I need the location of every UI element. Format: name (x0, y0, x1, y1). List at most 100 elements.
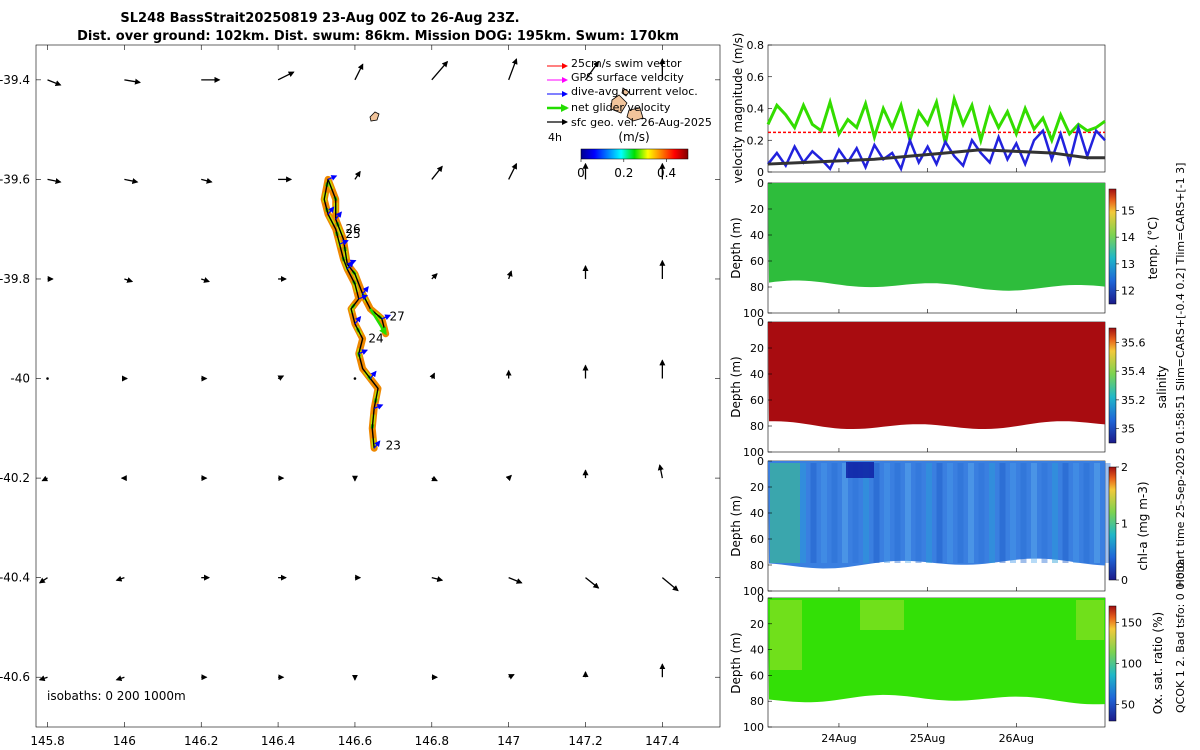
surface-vector (431, 165, 443, 180)
temperature-colorbar-ticks: 12 13 14 15 (1116, 204, 1135, 298)
surface-vector (508, 674, 515, 680)
depth-tick-label: 100 (743, 446, 764, 459)
surface-vector (124, 178, 139, 184)
map-xtick-label: 146.2 (184, 734, 218, 748)
oxygen-colorbar-ticks: 50 100 150 (1116, 616, 1142, 712)
salinity-colorbar (1108, 327, 1117, 444)
chlorophyll-panel: 0 20 40 60 80 100 Depth (m) 0 1 2 chl-a (mg m-3… (729, 455, 1150, 598)
day-label: 26 (345, 222, 360, 236)
oxygen-panel: 0 20 40 60 80 100 Depth (m) 50 100 150 Ox. sat.… (729, 592, 1165, 734)
chlorophyll-depth-label: Depth (m) (729, 495, 743, 556)
cbar-tick-label: 50 (1121, 699, 1135, 712)
chl-band (1094, 463, 1100, 563)
surface-vector (115, 675, 125, 682)
chl-band (957, 463, 964, 563)
speed-colorbar (580, 148, 689, 160)
chl-band (1020, 463, 1027, 563)
chl-band (947, 463, 953, 563)
depth-tick-label: 100 (743, 585, 764, 598)
cbar-tick-label: 1 (1121, 518, 1128, 531)
depth-tick-label: 40 (750, 368, 764, 381)
depth-tick-label: 0 (757, 592, 764, 605)
dive-avg-vector (369, 370, 377, 379)
dive-avg-vector (335, 211, 342, 220)
chl-band (1041, 463, 1048, 563)
chl-band (852, 463, 859, 563)
depth-tick-label: 0 (757, 316, 764, 329)
day-label: 23 (386, 439, 401, 453)
chl-band (999, 463, 1006, 563)
cbar-tick-label: 0 (1121, 574, 1128, 587)
surface-vector (38, 675, 48, 682)
figure-title: SL248 BassStrait20250819 23-Aug 00Z to 2… (120, 11, 519, 26)
colorbar-tick-label: 0.4 (657, 166, 676, 180)
map-ytick-label: -40.4 (0, 571, 30, 585)
map-ytick-label: -39.6 (0, 172, 30, 186)
depth-tick-label: 60 (750, 669, 764, 682)
velocity-axis-ticks: 0 0.2 0.4 0.6 0.8 (747, 39, 772, 179)
temperature-depth-label: Depth (m) (729, 217, 743, 278)
dive-avg-vector (347, 259, 357, 266)
map-ytick-label: -40 (10, 372, 30, 386)
date-tick-label: 26Aug (999, 732, 1034, 745)
salinity-axis-ticks: 0 20 40 60 80 100 (743, 316, 772, 459)
dive-avg-vector (327, 175, 338, 181)
chl-band (936, 463, 943, 563)
chl-band (1083, 463, 1090, 563)
surface-vector (47, 178, 62, 184)
temperature-colorbar (1108, 188, 1117, 305)
chl-band (842, 463, 848, 563)
surface-vector (431, 475, 438, 482)
chlorophyll-cbar-label: chl-a (mg m-3) (1136, 481, 1150, 570)
chl-band (831, 463, 838, 563)
dive-avg-current-arrows (327, 175, 392, 449)
dive-avg-vector (358, 349, 368, 355)
chlorophyll-field (768, 461, 1105, 569)
legend-gps: GPS surface velocity (571, 71, 684, 84)
chl-band (863, 463, 869, 563)
ox-patch (860, 600, 904, 630)
date-tick-label: 25Aug (910, 732, 945, 745)
day-label: 25 (345, 227, 360, 241)
dive-avg-vector (381, 314, 392, 321)
velocity-ytick-label: 0 (757, 166, 764, 179)
surface-vector (354, 63, 364, 81)
side-annotation-bottom: QCOK 1 2. Bad tsfo: 0 0 0 0. (1174, 558, 1187, 713)
map-xtick-label: 146 (113, 734, 136, 748)
temperature-axis-ticks: 0 20 40 60 80 100 (743, 177, 772, 320)
surface-vector (277, 375, 285, 381)
temperature-panel: 0 20 40 60 80 100 Depth (m) 12 13 14 15 temp. (°… (729, 177, 1160, 320)
legend-sfc: sfc geo. vel. 26-Aug-2025 (571, 116, 712, 129)
surface-vector (508, 162, 518, 180)
oxygen-axis-ticks: 0 20 40 60 80 100 (743, 592, 1104, 734)
chlorophyll-colorbar-ticks: 0 1 2 (1116, 461, 1128, 587)
dive-avg-vector (327, 206, 335, 215)
depth-tick-label: 0 (757, 455, 764, 468)
surface-vector (585, 577, 600, 589)
date-axis-labels: 24Aug 25Aug 26Aug (821, 168, 1034, 745)
figure-subtitle: Dist. over ground: 102km. Dist. swum: 86… (77, 29, 679, 44)
dive-avg-vector (339, 239, 349, 246)
chl-band (884, 463, 890, 563)
legend-interval: 4h (548, 131, 562, 144)
surface-current-arrows (38, 58, 679, 682)
chl-band (926, 463, 932, 563)
surface-vector (124, 78, 141, 85)
surface-vector (47, 79, 62, 86)
chl-band-dark (846, 462, 874, 478)
salinity-cbar-label: salinity (1155, 365, 1169, 408)
island-group (610, 87, 644, 122)
surface-vector (38, 577, 48, 584)
chlorophyll-colorbar (1108, 466, 1117, 581)
surface-vector (661, 577, 679, 592)
oxygen-cbar-label: Ox. sat. ratio (%) (1151, 612, 1165, 714)
surface-vector-dot (46, 377, 49, 380)
depth-tick-label: 0 (757, 177, 764, 190)
surface-vector (506, 270, 513, 280)
day-label: 24 (368, 332, 383, 346)
map-xtick-label: 147.4 (645, 734, 679, 748)
salinity-panel: 0 20 40 60 80 100 Depth (m) 35 35.2 35.4 35.6 sa… (729, 316, 1169, 459)
dive-avg-vector (373, 404, 384, 410)
chl-band (915, 463, 922, 563)
depth-tick-label: 20 (750, 203, 764, 216)
